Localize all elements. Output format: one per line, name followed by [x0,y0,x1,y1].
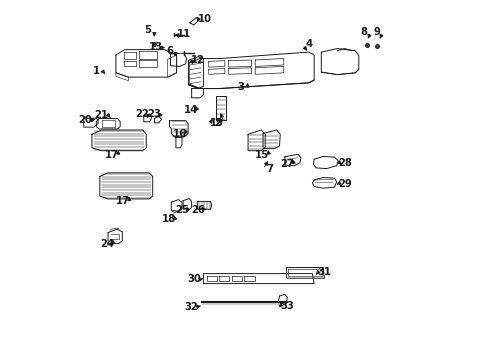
Polygon shape [100,173,152,199]
Text: 11: 11 [176,28,190,39]
Text: 15: 15 [255,150,269,160]
Polygon shape [171,200,182,211]
Polygon shape [203,274,313,284]
Polygon shape [278,294,287,303]
Text: 23: 23 [147,109,161,119]
Text: 32: 32 [183,302,197,312]
Polygon shape [169,121,188,137]
Text: 33: 33 [280,301,294,311]
Text: 2: 2 [214,118,221,128]
Text: 17: 17 [116,197,130,206]
Polygon shape [83,118,98,127]
Text: 27: 27 [280,159,294,169]
Text: 3: 3 [237,82,244,92]
Polygon shape [176,137,182,148]
Polygon shape [263,130,280,149]
Polygon shape [96,118,120,129]
Polygon shape [108,229,122,244]
Text: 20: 20 [79,115,92,125]
Text: 4: 4 [305,39,312,49]
Polygon shape [247,130,264,151]
Text: 22: 22 [135,109,148,119]
Polygon shape [197,202,211,209]
Polygon shape [189,18,200,25]
Polygon shape [154,116,162,123]
Polygon shape [286,267,324,278]
Text: 13: 13 [149,42,163,52]
Text: 10: 10 [197,14,211,24]
Polygon shape [183,199,191,210]
Text: 28: 28 [338,158,351,168]
Text: 8: 8 [360,27,367,37]
Polygon shape [170,53,186,66]
Text: 7: 7 [265,164,272,174]
Polygon shape [116,50,176,77]
Polygon shape [189,52,313,89]
Text: 19: 19 [209,118,223,128]
Polygon shape [191,89,203,98]
Polygon shape [143,114,151,122]
Text: 21: 21 [94,110,108,120]
Text: 25: 25 [175,205,188,215]
Text: 18: 18 [162,214,176,224]
Polygon shape [216,96,225,120]
Text: 14: 14 [183,105,198,115]
Polygon shape [92,130,146,151]
Text: 17: 17 [104,150,119,160]
Polygon shape [188,57,203,89]
Polygon shape [321,49,358,75]
Text: 30: 30 [186,274,200,284]
Text: 5: 5 [144,25,151,35]
Polygon shape [312,177,336,188]
Text: 6: 6 [165,46,173,57]
Text: 31: 31 [317,267,331,277]
Text: 16: 16 [173,129,187,139]
Polygon shape [313,157,337,168]
Text: 24: 24 [100,239,114,249]
Text: 26: 26 [191,205,204,215]
Text: 29: 29 [338,179,351,189]
Text: 1: 1 [93,66,100,76]
Text: 9: 9 [372,27,379,37]
Text: 12: 12 [191,55,204,65]
Polygon shape [285,154,300,166]
